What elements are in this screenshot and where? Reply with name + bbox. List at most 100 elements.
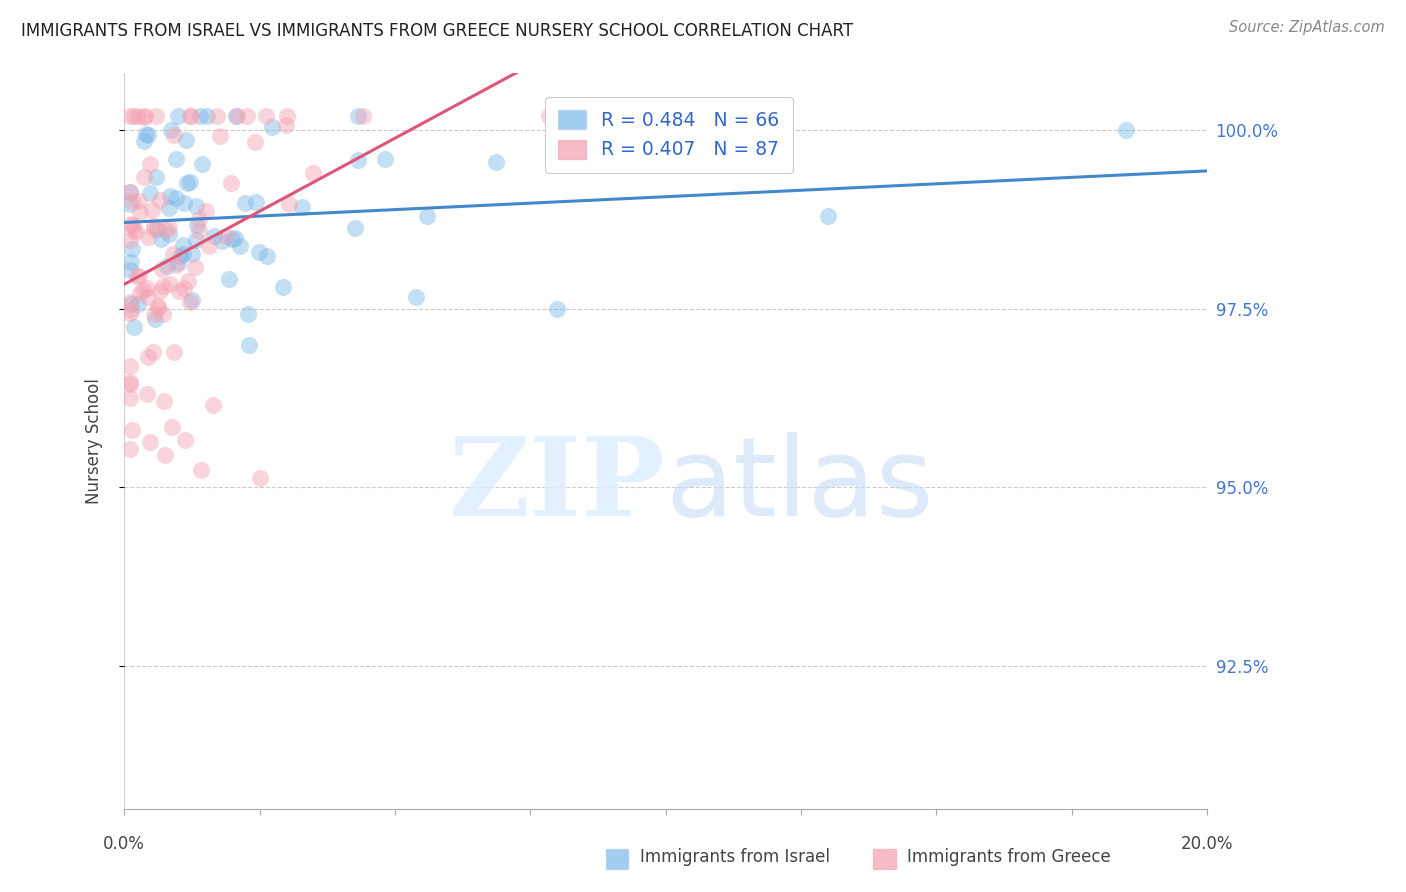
Point [129, 285, 152, 300]
Point [139, 435, 162, 450]
Point [211, 234, 233, 248]
Point [197, 238, 219, 252]
Point [186, 233, 208, 247]
Point [233, 195, 256, 210]
Point [120, 255, 142, 269]
Point [344, 221, 367, 235]
Point [186, 219, 208, 233]
Point [1115, 123, 1137, 137]
Point [165, 191, 187, 205]
Point [160, 123, 183, 137]
Point [254, 109, 277, 123]
Point [188, 212, 211, 227]
Point [121, 194, 143, 208]
Point [136, 281, 159, 295]
Text: atlas: atlas [665, 432, 934, 539]
Point [416, 209, 439, 223]
Point [118, 391, 141, 405]
Point [153, 448, 176, 462]
Point [165, 152, 187, 166]
Point [167, 284, 190, 298]
Point [146, 300, 169, 314]
Point [163, 345, 186, 359]
Point [167, 256, 190, 270]
Point [150, 262, 173, 277]
Point [219, 176, 242, 190]
Point [238, 338, 260, 352]
Point [146, 301, 169, 315]
Point [201, 398, 224, 412]
Point [155, 222, 177, 236]
Point [179, 109, 201, 123]
Point [256, 249, 278, 263]
Point [127, 297, 149, 311]
Point [166, 109, 188, 123]
Point [122, 109, 145, 123]
Point [276, 119, 298, 133]
Point [138, 186, 160, 200]
Point [374, 152, 396, 166]
Point [290, 200, 312, 214]
Point [121, 242, 143, 256]
Point [142, 344, 165, 359]
Point [136, 128, 159, 143]
Point [277, 197, 299, 211]
Point [120, 217, 142, 231]
Point [243, 136, 266, 150]
Point [143, 222, 166, 236]
Legend: R = 0.484   N = 66, R = 0.407   N = 87: R = 0.484 N = 66, R = 0.407 N = 87 [546, 97, 793, 172]
Point [136, 289, 159, 303]
Point [157, 201, 180, 215]
Point [174, 433, 197, 447]
Point [118, 186, 141, 200]
Text: ZIP: ZIP [449, 432, 665, 539]
Point [122, 319, 145, 334]
Point [208, 128, 231, 143]
Point [174, 133, 197, 147]
Point [180, 293, 202, 308]
Point [225, 109, 247, 123]
Point [172, 246, 194, 260]
Point [122, 218, 145, 232]
Point [157, 220, 180, 235]
Point [143, 312, 166, 326]
Point [118, 262, 141, 277]
Point [405, 289, 427, 303]
Text: IMMIGRANTS FROM ISRAEL VS IMMIGRANTS FROM GREECE NURSERY SCHOOL CORRELATION CHAR: IMMIGRANTS FROM ISRAEL VS IMMIGRANTS FRO… [21, 22, 853, 40]
Point [180, 109, 202, 123]
Point [118, 186, 141, 200]
Point [546, 301, 568, 316]
Point [153, 393, 176, 408]
Point [132, 135, 155, 149]
Point [135, 127, 157, 141]
Point [160, 420, 183, 434]
Point [186, 199, 208, 213]
Point [132, 283, 155, 297]
Point [224, 231, 246, 245]
Point [145, 109, 167, 123]
Text: Immigrants from Israel: Immigrants from Israel [640, 848, 830, 866]
Point [134, 109, 156, 123]
Point [132, 169, 155, 184]
Point [249, 471, 271, 485]
Point [136, 350, 159, 364]
Point [245, 194, 267, 209]
Point [236, 307, 259, 321]
Point [118, 376, 141, 390]
Point [221, 232, 243, 246]
Point [276, 109, 298, 123]
Point [155, 260, 177, 274]
Text: Immigrants from Greece: Immigrants from Greece [907, 848, 1111, 866]
Point [226, 109, 249, 123]
Point [118, 306, 141, 320]
Y-axis label: Nursery School: Nursery School [86, 378, 103, 504]
Point [125, 225, 148, 239]
Point [152, 279, 174, 293]
Point [260, 120, 283, 134]
Point [236, 109, 259, 123]
Point [128, 194, 150, 208]
Point [149, 284, 172, 298]
Point [120, 296, 142, 310]
Point [179, 295, 201, 310]
Point [180, 247, 202, 261]
